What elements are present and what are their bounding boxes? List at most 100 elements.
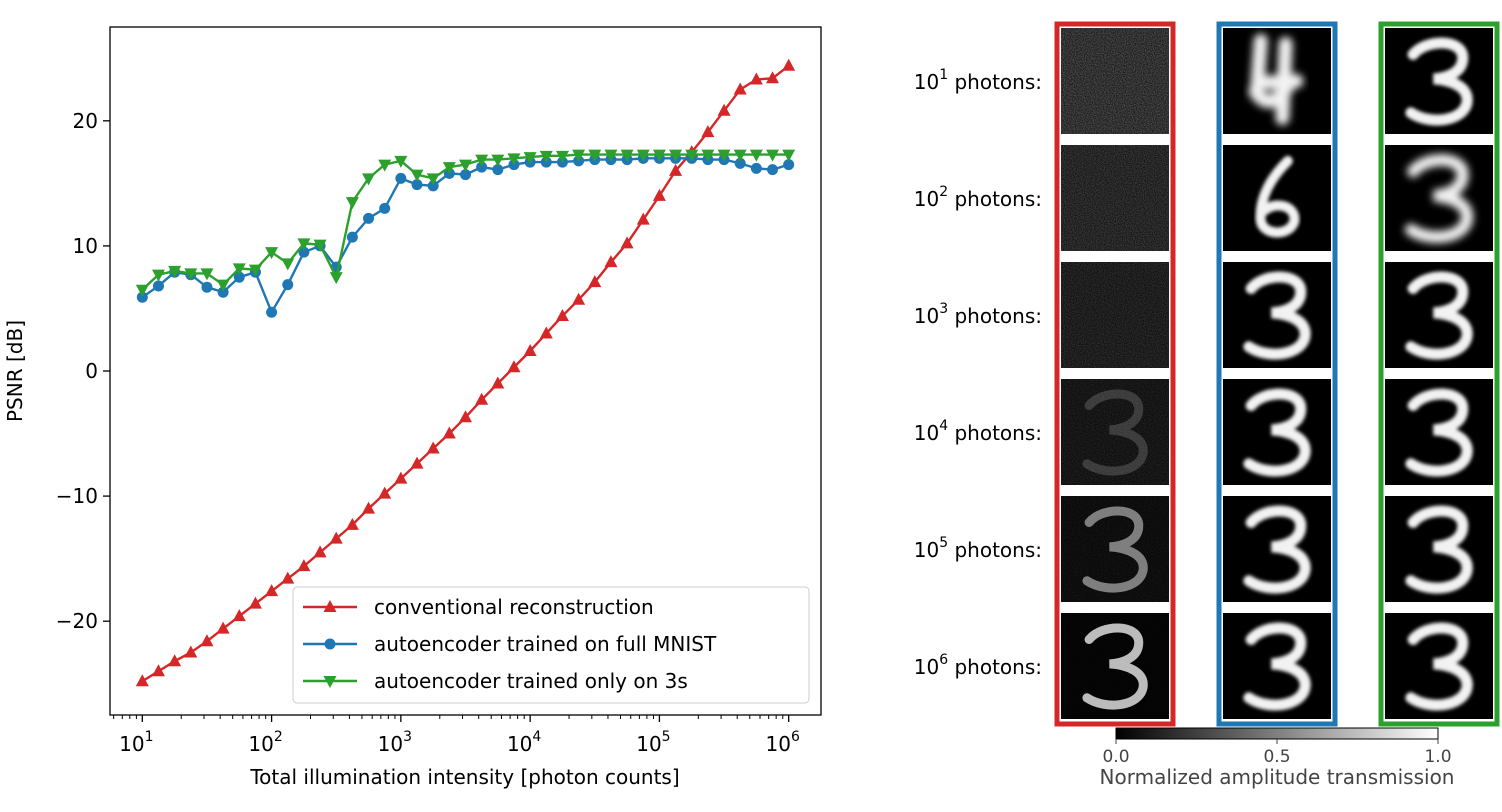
y-tick-label: 20 [73, 109, 98, 133]
data-point [555, 308, 569, 321]
colorbar-tick-label: 0.5 [1263, 747, 1290, 767]
data-point [216, 621, 230, 634]
data-point [555, 150, 569, 163]
y-axis-label: PSNR [dB] [3, 320, 27, 422]
data-point [216, 279, 230, 292]
data-point [507, 360, 521, 373]
data-point [248, 264, 262, 277]
tile-digit [1248, 33, 1304, 126]
x-tick-label: 105 [636, 729, 670, 756]
data-point [783, 159, 795, 171]
data-point [345, 197, 359, 210]
colorbar-label: Normalized amplitude transmission [1100, 765, 1455, 789]
image-tile [1061, 496, 1169, 602]
legend-label: autoencoder trained only on 3s [374, 669, 688, 693]
tile-noise [1061, 379, 1169, 485]
data-point [248, 596, 262, 609]
tile-digit [1243, 271, 1311, 360]
image-tile [1061, 28, 1169, 134]
data-point [266, 306, 278, 318]
y-tick-label: −20 [56, 609, 98, 633]
reconstruction-image-grid: 101 photons: 102 photons: 103 photons: 104 … [914, 21, 1500, 789]
tile-digit [1082, 506, 1148, 593]
data-point [395, 172, 407, 184]
data-point [523, 152, 537, 165]
data-point [492, 164, 504, 176]
data-point [620, 236, 634, 249]
data-point [749, 149, 763, 162]
psnr-line-chart: 101 102 103 104 105 106 −20 −10 0 10 20 Total ill… [3, 26, 822, 789]
colorbar-tick-label: 0.0 [1102, 747, 1129, 767]
data-point [184, 645, 198, 658]
data-point [152, 280, 164, 292]
data-point [378, 159, 392, 172]
legend-label: autoencoder trained on full MNIST [374, 632, 717, 656]
data-point [281, 258, 295, 271]
data-point [442, 162, 456, 175]
data-point [151, 664, 165, 677]
row-labels: 101 photons: 102 photons: 103 photons: 104 … [914, 67, 1042, 679]
data-point [329, 272, 343, 285]
data-point [298, 246, 310, 258]
data-point [604, 255, 618, 268]
x-axis-label: Total illumination intensity [photon cou… [249, 765, 679, 789]
data-point [476, 161, 488, 173]
data-point [346, 231, 358, 243]
image-tile [1385, 145, 1493, 251]
data-point [379, 202, 391, 214]
tile-noise [1061, 28, 1169, 134]
data-point [652, 188, 666, 201]
data-point [265, 584, 279, 597]
data-point [411, 179, 423, 191]
colorbar-tick-label: 1.0 [1424, 747, 1451, 767]
data-point [297, 559, 311, 572]
data-point [717, 103, 731, 116]
x-tick-label: 101 [119, 729, 153, 756]
image-tile [1061, 379, 1169, 485]
colorbar-gradient [1115, 727, 1439, 740]
legend-marker [323, 676, 337, 688]
row-label: 103 photons: [914, 301, 1042, 328]
data-point [636, 149, 650, 162]
column-frame [1054, 21, 1176, 727]
data-point [329, 531, 343, 544]
data-point [749, 72, 763, 85]
x-tick-label: 103 [378, 729, 412, 756]
tile-digit [1255, 155, 1300, 238]
column-frame [1378, 21, 1500, 727]
data-point [232, 609, 246, 622]
image-tile [1061, 262, 1169, 368]
data-point [766, 71, 780, 84]
legend-label: conventional reconstruction [374, 595, 654, 619]
data-point [491, 154, 505, 167]
data-point [491, 376, 505, 389]
data-point [782, 58, 796, 71]
legend-marker [323, 600, 337, 612]
data-point [233, 271, 245, 283]
data-point [507, 153, 521, 166]
tile-digit [1243, 505, 1311, 594]
data-point [620, 149, 634, 162]
data-point [168, 265, 182, 278]
tile-digit [1405, 622, 1473, 711]
data-point [200, 634, 214, 647]
x-axis-ticks: 101 102 103 104 105 106 [113, 715, 800, 756]
data-point [362, 173, 376, 186]
data-point [265, 247, 279, 260]
data-point [394, 155, 408, 168]
data-point [782, 149, 796, 162]
data-point [184, 268, 198, 281]
image-tile [1223, 28, 1331, 134]
data-point [297, 238, 311, 251]
data-point [652, 149, 666, 162]
data-point [200, 268, 214, 281]
tile-digit [1405, 388, 1473, 477]
data-point [733, 82, 747, 95]
tile-digit [1243, 622, 1311, 711]
data-point [460, 169, 471, 181]
image-tile [1061, 613, 1169, 719]
image-tile [1385, 613, 1493, 719]
data-point [733, 149, 747, 162]
data-point [135, 284, 149, 297]
data-point [636, 212, 650, 225]
